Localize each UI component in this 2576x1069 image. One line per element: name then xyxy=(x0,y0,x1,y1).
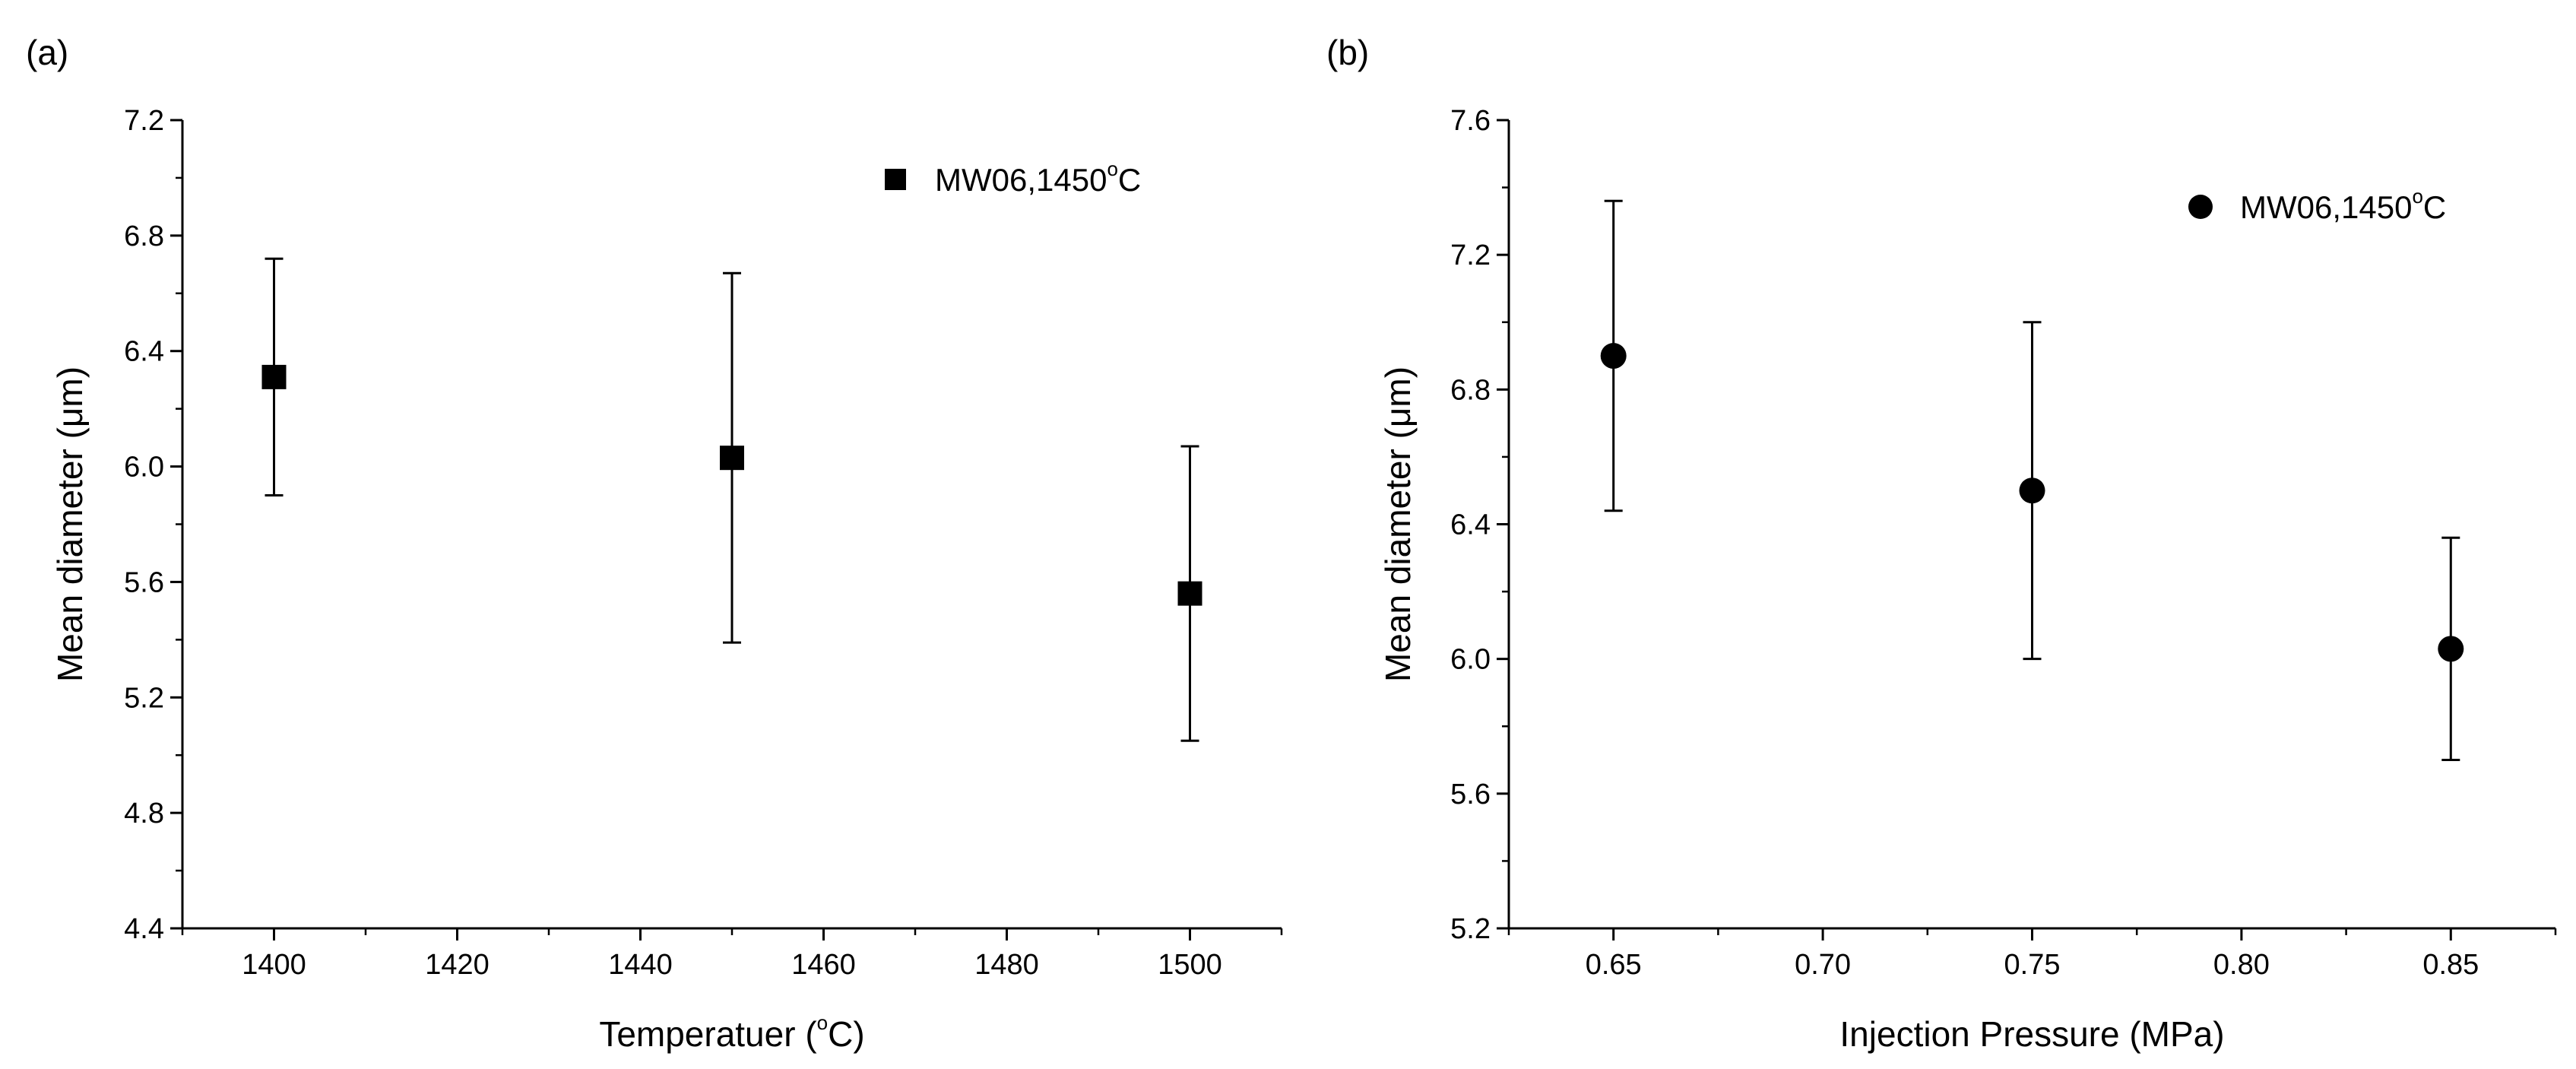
x-tick-label: 1460 xyxy=(791,949,856,981)
data-point xyxy=(261,364,287,389)
x-tick-label: 0.70 xyxy=(1795,949,1851,981)
y-tick-label: 5.2 xyxy=(1450,913,1491,945)
y-tick-label: 4.8 xyxy=(124,798,164,830)
legend-marker xyxy=(2188,195,2213,219)
x-axis-title-sup: o xyxy=(817,1011,828,1034)
y-tick-label: 7.6 xyxy=(1450,105,1491,137)
y-tick-label: 6.0 xyxy=(1450,644,1491,676)
y-tick-label: 6.4 xyxy=(124,336,164,368)
x-tick-label: 0.75 xyxy=(2004,949,2061,981)
y-tick-label: 5.6 xyxy=(1450,779,1491,810)
y-tick-label: 4.4 xyxy=(124,913,164,945)
x-tick-label: 1420 xyxy=(425,949,490,981)
x-tick-label: 1440 xyxy=(608,949,673,981)
legend-label-prefix: MW06,1450 xyxy=(2240,189,2412,225)
y-axis-title: Mean diameter (μm) xyxy=(50,366,90,682)
legend-label-suffix: C xyxy=(1118,162,1141,198)
x-tick-label: 1500 xyxy=(1158,949,1222,981)
y-axis-title: Mean diameter (μm) xyxy=(1378,366,1418,682)
x-tick-label: 0.80 xyxy=(2213,949,2270,981)
panel-label: (b) xyxy=(1326,33,1369,72)
panel-label: (a) xyxy=(26,33,68,72)
x-axis-title-prefix: Temperatuer ( xyxy=(599,1014,817,1054)
x-axis-title: Temperatuer (oC) xyxy=(599,1011,864,1054)
x-axis-title: Injection Pressure (MPa) xyxy=(1839,1014,2224,1054)
x-axis-title-suffix: C) xyxy=(828,1014,865,1054)
y-tick-label: 5.2 xyxy=(124,682,164,714)
data-point xyxy=(2019,477,2045,504)
y-tick-label: 6.8 xyxy=(1450,374,1491,406)
y-tick-label: 7.2 xyxy=(124,105,164,137)
x-tick-label: 0.85 xyxy=(2422,949,2479,981)
x-tick-label: 1480 xyxy=(974,949,1039,981)
data-point xyxy=(720,446,744,471)
y-tick-label: 5.6 xyxy=(124,566,164,598)
chart-panel-a: (a) 4.4 4.8 5.2 5.6 6.0 6.4 6.8 7.2 1400 1420 1440 1… xyxy=(26,33,1283,1054)
x-tick-label: 0.65 xyxy=(1586,949,1642,981)
legend-label-prefix: MW06,1450 xyxy=(935,162,1107,198)
x-tick-label: 1400 xyxy=(242,949,306,981)
y-tick-label: 6.4 xyxy=(1450,509,1491,541)
y-tick-label: 6.8 xyxy=(124,220,164,252)
data-point xyxy=(2438,636,2464,662)
data-point xyxy=(1177,581,1202,606)
data-point xyxy=(1600,343,1627,370)
y-tick-label: 6.0 xyxy=(124,452,164,484)
legend-label-suffix: C xyxy=(2423,189,2446,225)
legend-label-sup: o xyxy=(1107,157,1117,180)
legend-label: MW06,1450oC xyxy=(935,157,1141,198)
y-tick-label: 7.2 xyxy=(1450,239,1491,271)
legend-label: MW06,1450oC xyxy=(2240,185,2446,225)
legend-label-sup: o xyxy=(2412,185,2422,208)
chart-panel-b: (b) 5.2 5.6 6.0 6.4 6.8 7.2 7.6 0.65 0.70 0.75 0.80… xyxy=(1326,33,2557,1054)
legend-marker xyxy=(885,169,906,190)
